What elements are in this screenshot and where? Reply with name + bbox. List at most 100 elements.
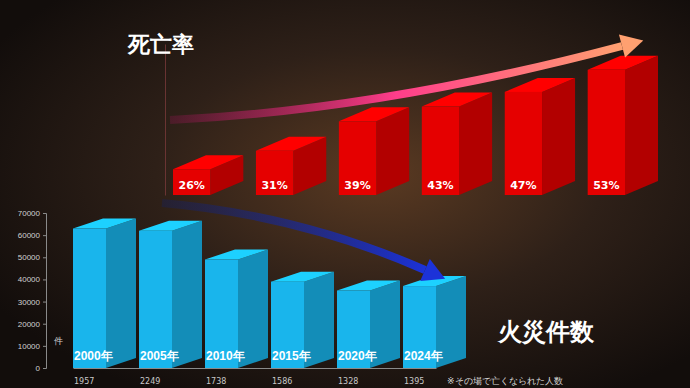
death-count: 2249: [140, 377, 160, 386]
tick-label: 0: [36, 364, 41, 373]
tick-label: 2005年: [140, 349, 179, 363]
bar-top: [339, 107, 409, 121]
data-label: 31%: [261, 179, 287, 192]
background: [0, 0, 690, 388]
bar: [339, 107, 409, 195]
bar: [588, 56, 658, 195]
tick: 20000: [18, 320, 46, 329]
tick-mark: [43, 213, 46, 214]
bar-top: [139, 221, 202, 231]
bar-top: [256, 137, 326, 151]
trend-arrow: [162, 203, 425, 270]
bar: [73, 219, 136, 369]
tick-label: 2024年: [404, 349, 443, 363]
bar: [256, 137, 326, 195]
bar: [505, 78, 575, 195]
bars: [173, 56, 658, 195]
arrow-head: [619, 34, 643, 57]
bar-front: [588, 70, 625, 195]
title: 死亡率: [127, 32, 194, 57]
tick: 2015年: [272, 349, 311, 368]
tick-label: 2020年: [338, 349, 377, 363]
tick-mark: [43, 324, 46, 325]
tick-label: 2015年: [272, 349, 311, 363]
bar: [337, 281, 400, 369]
bar-top: [173, 155, 243, 169]
y2-axis: [165, 45, 166, 196]
tick: 60000: [18, 231, 46, 240]
tick: 40000: [18, 275, 46, 284]
tick-label: 10000: [18, 342, 41, 351]
bar-front: [422, 107, 459, 195]
bar-top: [337, 281, 400, 291]
death-count: 1328: [338, 377, 358, 386]
tick-mark: [43, 302, 46, 303]
data-label: 43%: [427, 179, 453, 192]
bar-side: [542, 78, 575, 195]
tick: 2024年: [404, 349, 443, 368]
bar: [403, 276, 466, 368]
bar-top: [73, 219, 136, 229]
chart: 0 10000 20000 30000 40000 50000 60000 70000 件 200…: [0, 0, 690, 388]
tick: 30000: [18, 298, 46, 307]
bar-top: [588, 56, 658, 70]
tick-mark: [43, 235, 46, 236]
tick-label: 2000年: [74, 349, 113, 363]
data-label: 26%: [178, 179, 204, 192]
tick-label: 40000: [18, 275, 41, 284]
bar-top: [271, 272, 334, 282]
bar: [271, 272, 334, 368]
axis-line: [74, 368, 437, 369]
tick: 2005年: [140, 349, 179, 368]
tick-label: 20000: [18, 320, 41, 329]
death-count: 1395: [404, 377, 424, 386]
title: 火災件数: [497, 318, 595, 346]
data-label: 53%: [593, 179, 619, 192]
note: ※その場で亡くなられた人数: [447, 376, 563, 386]
arrow-head: [420, 259, 445, 281]
axis-line: [43, 214, 47, 369]
bar-front: [73, 229, 106, 369]
tick: 50000: [18, 253, 46, 262]
bar-front: [505, 92, 542, 195]
bar: [173, 155, 243, 195]
y-axis: 0 10000 20000 30000 40000 50000 60000 70000: [18, 209, 47, 373]
bar-front: [173, 169, 210, 195]
tick-label: 2010年: [206, 349, 245, 363]
bar-side: [172, 221, 202, 368]
death-count: 1957: [74, 377, 94, 386]
bar-side: [376, 107, 409, 195]
data-label: 47%: [510, 179, 536, 192]
x-axis: 2000年 2005年 2010年 2015年 2020年 2024年: [74, 349, 443, 369]
bar: [139, 221, 202, 368]
tick-mark: [43, 368, 46, 369]
tick-label: 30000: [18, 298, 41, 307]
tick: 70000: [18, 209, 46, 218]
tick-label: 50000: [18, 253, 41, 262]
axis-title: 件: [54, 336, 63, 346]
bar-side: [625, 56, 658, 195]
data-label: 39%: [344, 179, 370, 192]
tick-mark: [43, 257, 46, 258]
tick-mark: [43, 346, 46, 347]
tick: 2020年: [338, 349, 377, 368]
tick-mark: [43, 279, 46, 280]
bar-side: [459, 93, 492, 195]
death-count: 1586: [272, 377, 292, 386]
bar-top: [505, 78, 575, 92]
tick: 2000年: [74, 349, 113, 368]
bar-top: [422, 93, 492, 107]
bar-front: [339, 121, 376, 195]
tick-label: 70000: [18, 209, 41, 218]
bar-front: [139, 231, 172, 368]
bar-side: [106, 219, 136, 369]
bar: [422, 93, 492, 195]
death-count: 1738: [206, 377, 226, 386]
bar-top: [205, 250, 268, 260]
tick: 10000: [18, 342, 46, 351]
bar: [205, 250, 268, 369]
trend-arrow: [170, 46, 622, 120]
axis-line: [165, 45, 166, 196]
tick: 2010年: [206, 349, 245, 368]
tick: 0: [36, 364, 46, 373]
